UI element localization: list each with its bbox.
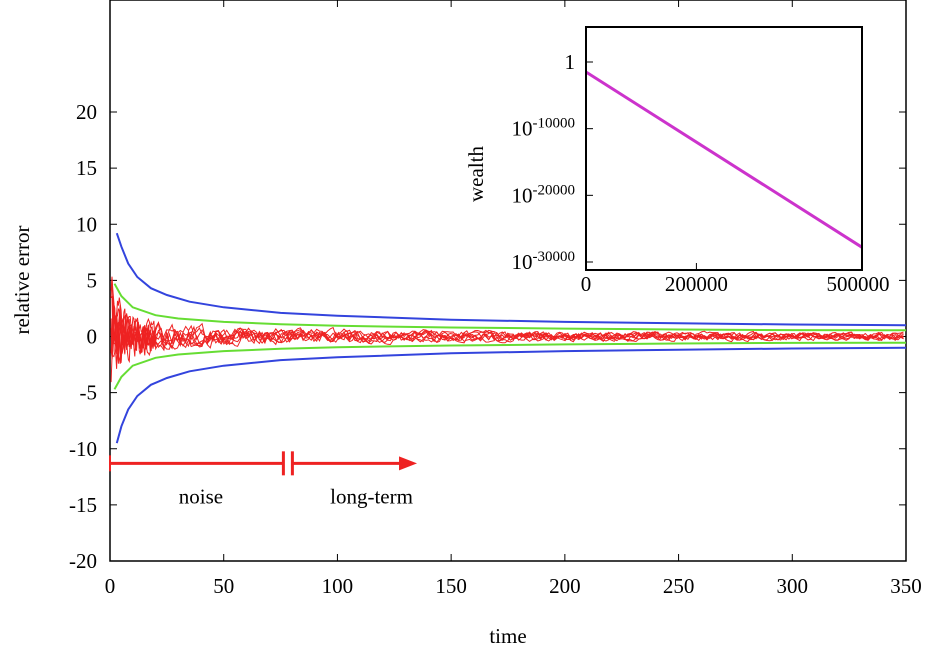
noise-trace-4 — [110, 295, 904, 350]
y-tick-label: 10 — [76, 212, 97, 236]
inset-x-tick-label: 0 — [581, 272, 592, 296]
inset-y-tick-base: 1 — [565, 50, 576, 74]
inset-x-tick-label: 200000 — [665, 272, 728, 296]
inset-y-tick-exponent: -10000 — [533, 116, 576, 132]
inset-y-tick-label: 10-30000 — [512, 249, 576, 274]
inset-y-tick-exponent: -30000 — [533, 249, 576, 265]
noise-trace-7 — [110, 278, 904, 364]
y-tick-label: -10 — [69, 437, 97, 461]
envelope-line-2 — [113, 283, 907, 332]
main-annotations: noise long-term — [109, 451, 418, 508]
long-term-label: long-term — [330, 484, 413, 508]
x-tick-label: 0 — [105, 574, 116, 598]
inset-y-tick-label: 10-10000 — [512, 116, 576, 141]
x-tick-label: 100 — [322, 574, 354, 598]
x-tick-label: 350 — [890, 574, 922, 598]
inset-y-axis-title: wealth — [464, 146, 488, 202]
y-tick-label: 20 — [76, 100, 97, 124]
inset-y-tick-exponent: -20000 — [533, 182, 576, 198]
inset-y-tick-base: 10 — [512, 117, 533, 141]
inset-wealth-line-0 — [585, 70, 863, 249]
inset-y-tick-base: 10 — [512, 183, 533, 207]
y-axis-title: relative error — [10, 225, 34, 334]
inset-y-tick-label: 1 — [565, 50, 576, 74]
arrow-head — [399, 456, 418, 471]
inset-y-tick-base: 10 — [512, 250, 533, 274]
y-tick-label: 5 — [87, 268, 98, 292]
x-axis-title: time — [489, 624, 526, 648]
y-tick-label: 0 — [87, 325, 98, 349]
y-tick-label: -20 — [69, 549, 97, 573]
inset-frame — [585, 26, 863, 271]
envelope-line-1 — [115, 346, 907, 444]
main-series-group — [113, 232, 907, 444]
y-tick-label: -15 — [69, 493, 97, 517]
x-tick-label: 300 — [777, 574, 809, 598]
x-tick-label: 150 — [435, 574, 467, 598]
y-tick-label: -5 — [80, 381, 98, 405]
y-tick-label: 15 — [76, 156, 97, 180]
inset-series-group — [585, 70, 863, 249]
noise-label: noise — [179, 484, 223, 508]
inset-background — [586, 27, 862, 270]
envelope-line-0 — [115, 232, 907, 327]
noise-trace-1 — [110, 312, 904, 361]
x-tick-label: 50 — [213, 574, 234, 598]
x-tick-label: 200 — [549, 574, 581, 598]
x-tick-label: 250 — [663, 574, 695, 598]
envelope-line-3 — [113, 341, 907, 390]
inset-x-tick-label: 500000 — [827, 272, 890, 296]
noise-traces-group — [110, 276, 904, 383]
inset-y-tick-label: 10-20000 — [512, 182, 576, 207]
